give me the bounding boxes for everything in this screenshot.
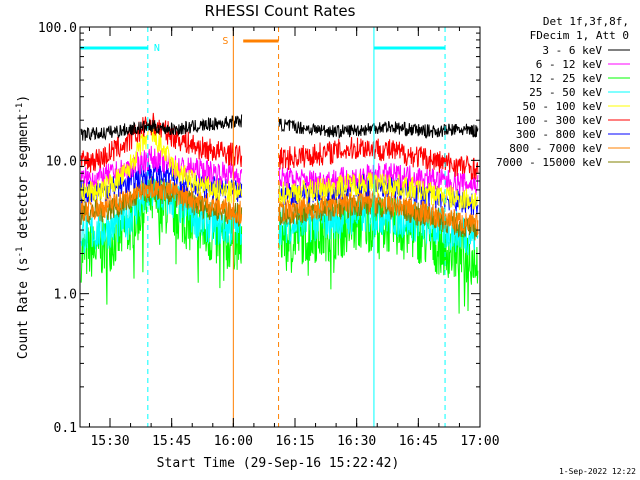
y-tick-label: 1.0	[54, 288, 77, 303]
axis-layer: 100.0 10.0 1.0 0.1 15:30 15:45 16:00 16:15 16:30…	[38, 21, 500, 449]
x-axis-label: Start Time (29-Sep-16 15:22:42)	[157, 456, 400, 471]
chart-title: RHESSI Count Rates	[205, 2, 356, 20]
legend-entry-label: 7000 - 15000 keV	[496, 156, 602, 169]
legend-entry-label: 300 - 800 keV	[516, 128, 602, 141]
x-tick-label: 16:00	[214, 434, 253, 449]
marker-label-0: N	[154, 43, 160, 54]
legend-entry-label: 12 - 25 keV	[529, 72, 602, 85]
series-trace-7	[80, 176, 479, 236]
x-tick-label: 15:30	[90, 434, 129, 449]
series-layer	[80, 112, 479, 314]
legend-entry-label: 800 - 7000 keV	[509, 142, 602, 155]
x-tick-label: 16:30	[337, 434, 376, 449]
y-axis-label: Count Rate (s-1 detector segment-1)	[15, 95, 31, 359]
plot-frame	[79, 26, 481, 428]
series-trace-0	[80, 114, 479, 141]
y-tick-label: 0.1	[54, 421, 77, 436]
x-tick-label: 17:00	[460, 434, 499, 449]
x-tick-label: 16:15	[275, 434, 314, 449]
legend-entry-label: 25 - 50 keV	[529, 86, 602, 99]
footer-date: 1-Sep-2022 12:22	[559, 467, 636, 476]
y-tick-label: 100.0	[38, 21, 77, 36]
legend-entry-label: 3 - 6 keV	[542, 44, 602, 57]
x-tick-label: 16:45	[399, 434, 438, 449]
legend-header-line: FDecim 1, Att 0	[530, 29, 629, 42]
legend-entry-label: 50 - 100 keV	[523, 100, 603, 113]
legend-header-line: Det 1f,3f,8f,	[543, 15, 629, 28]
y-tick-label: 10.0	[46, 154, 77, 169]
marker-label-1: S	[222, 36, 228, 47]
legend-entry-label: 6 - 12 keV	[536, 58, 603, 71]
x-tick-label: 15:45	[152, 434, 191, 449]
legend-entry-label: 100 - 300 keV	[516, 114, 602, 127]
